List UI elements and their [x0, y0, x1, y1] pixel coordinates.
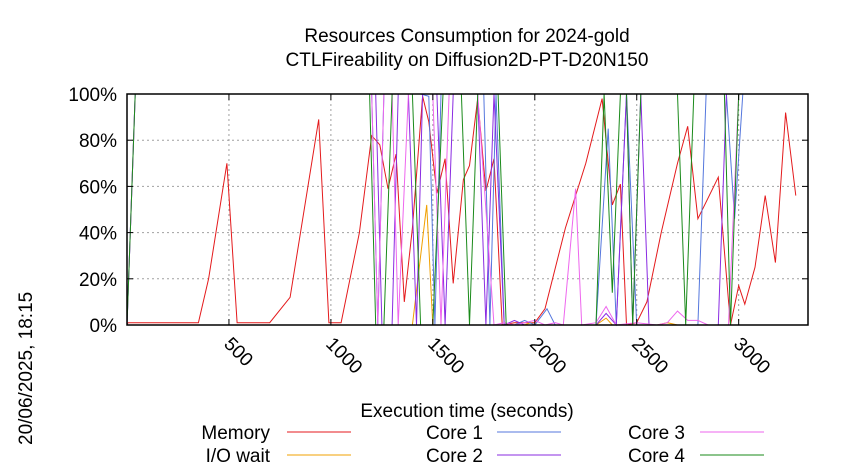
- y-axis-ticks: 0% 20% 40% 60% 80% 100%: [68, 85, 808, 337]
- x-axis-label: Execution time (seconds): [360, 401, 573, 422]
- chart-title-line-1: Resources Consumption for 2024-gold: [304, 26, 629, 47]
- x-tick-label: 1000: [321, 334, 366, 379]
- legend-label-core-1: Core 1: [426, 423, 483, 444]
- series-line-memory: [126, 96, 797, 326]
- legend-label-i-o-wait: I/O wait: [206, 446, 271, 467]
- legend-label-memory: Memory: [201, 423, 270, 444]
- grid: [127, 94, 808, 325]
- plot-frame: [126, 93, 809, 326]
- x-tick-label: 500: [219, 334, 256, 371]
- y-tick-label: 0%: [90, 316, 118, 337]
- timestamp-side-label: 20/06/2025, 18:15: [16, 292, 37, 445]
- x-tick-label: 2000: [525, 334, 570, 379]
- x-tick-label: 3000: [729, 334, 774, 379]
- y-tick-label: 40%: [79, 224, 117, 245]
- y-tick-label: 100%: [68, 85, 117, 106]
- legend-label-core-4: Core 4: [628, 446, 685, 467]
- x-tick-label: 2500: [627, 334, 672, 379]
- legend-label-core-2: Core 2: [426, 446, 483, 467]
- x-tick-label: 1500: [423, 334, 468, 379]
- y-tick-label: 80%: [79, 131, 117, 152]
- chart-title-line-2: CTLFireability on Diffusion2D-PT-D20N150: [286, 50, 649, 71]
- y-tick-label: 60%: [79, 177, 117, 198]
- y-tick-label: 20%: [79, 270, 117, 291]
- x-axis-ticks: 500 1000 1500 2000 2500 3000: [219, 94, 774, 379]
- legend-label-core-3: Core 3: [628, 423, 685, 444]
